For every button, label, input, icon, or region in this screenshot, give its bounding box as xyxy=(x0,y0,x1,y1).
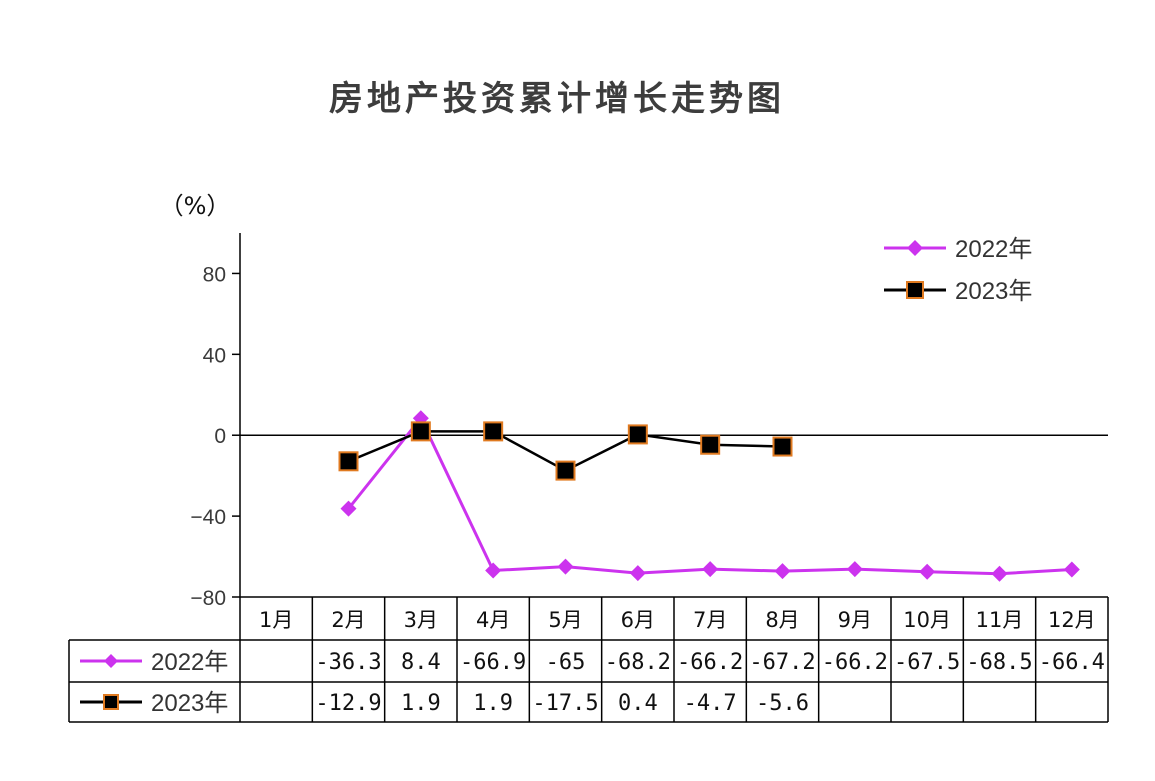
data-table: 1月 2月 3月 4月 5月 6月 7月 8月 9月 10月 11月 12月 2022年 -36.3 8.4… xyxy=(68,596,1109,723)
data-point xyxy=(483,421,504,442)
table-cell-value: -66.2 xyxy=(822,650,888,675)
data-point xyxy=(772,436,793,457)
legend-label: 2023年 xyxy=(955,278,1032,305)
legend: 2022年 2023年 xyxy=(884,236,1032,305)
data-point xyxy=(991,565,1008,582)
series-layer xyxy=(338,410,1080,582)
x-category-label: 10月 xyxy=(903,608,951,632)
y-tick-label: 0 xyxy=(214,425,226,448)
x-category-label: 6月 xyxy=(621,608,655,632)
data-point xyxy=(340,500,357,517)
table-cell-value: -68.5 xyxy=(966,650,1032,675)
table-row-label: 2023年 xyxy=(151,690,228,717)
data-point xyxy=(1063,561,1080,578)
table-cell-value: 8.4 xyxy=(401,650,441,675)
x-category-label: 9月 xyxy=(838,608,872,632)
data-point xyxy=(919,563,936,580)
data-point xyxy=(846,561,863,578)
data-point xyxy=(702,561,719,578)
x-category-label: 3月 xyxy=(404,608,438,632)
axes: −80 −40 0 40 80 xyxy=(190,233,1108,610)
x-category-label: 8月 xyxy=(765,608,799,632)
table-row-key-marker xyxy=(103,694,119,710)
table-cell-value: -12.9 xyxy=(315,691,381,716)
data-point xyxy=(774,563,791,580)
x-category-label: 11月 xyxy=(976,608,1024,632)
table-cell-value: -67.2 xyxy=(749,650,815,675)
series-square xyxy=(338,421,793,481)
table-cell-value: -66.2 xyxy=(677,650,743,675)
series-diamond xyxy=(340,410,1080,582)
table-cell-value: -66.9 xyxy=(460,650,526,675)
x-category-label: 12月 xyxy=(1048,608,1096,632)
legend-label: 2022年 xyxy=(955,236,1032,263)
table-cell-value: -5.6 xyxy=(756,691,809,716)
y-tick-label: 80 xyxy=(203,263,226,286)
table-row-label: 2022年 xyxy=(151,649,228,676)
table-cell-value: -65 xyxy=(546,650,586,675)
legend-key-marker xyxy=(906,281,924,299)
table-cell-value: -36.3 xyxy=(315,650,381,675)
chart-title: 房地产投资累计增长走势图 xyxy=(329,79,785,119)
x-category-label: 5月 xyxy=(548,608,582,632)
table-cell-value: 0.4 xyxy=(618,691,658,716)
x-category-label: 2月 xyxy=(331,608,365,632)
table-cell-value: -66.4 xyxy=(1039,650,1105,675)
data-point xyxy=(410,421,431,442)
x-category-label: 7月 xyxy=(693,608,727,632)
data-point xyxy=(557,558,574,575)
table-cell-value: -17.5 xyxy=(532,691,598,716)
y-tick-label: −80 xyxy=(190,587,226,610)
data-point xyxy=(627,424,648,445)
table-cell-value: 1.9 xyxy=(473,691,513,716)
table-row-key-marker xyxy=(104,654,118,668)
x-category-label: 1月 xyxy=(259,608,293,632)
x-category-label: 4月 xyxy=(476,608,510,632)
table-cell-value: -4.7 xyxy=(684,691,737,716)
y-tick-label: 40 xyxy=(203,344,226,367)
data-point xyxy=(338,451,359,472)
legend-key-marker xyxy=(907,240,923,256)
y-tick-label: −40 xyxy=(190,506,226,529)
table-cell-value: 1.9 xyxy=(401,691,441,716)
table-cell-value: -68.2 xyxy=(605,650,671,675)
table-cell-value: -67.5 xyxy=(894,650,960,675)
data-point xyxy=(629,565,646,582)
data-point xyxy=(700,434,721,455)
data-point xyxy=(555,460,576,481)
data-point xyxy=(485,562,502,579)
y-axis-unit-label: （%） xyxy=(160,192,231,220)
